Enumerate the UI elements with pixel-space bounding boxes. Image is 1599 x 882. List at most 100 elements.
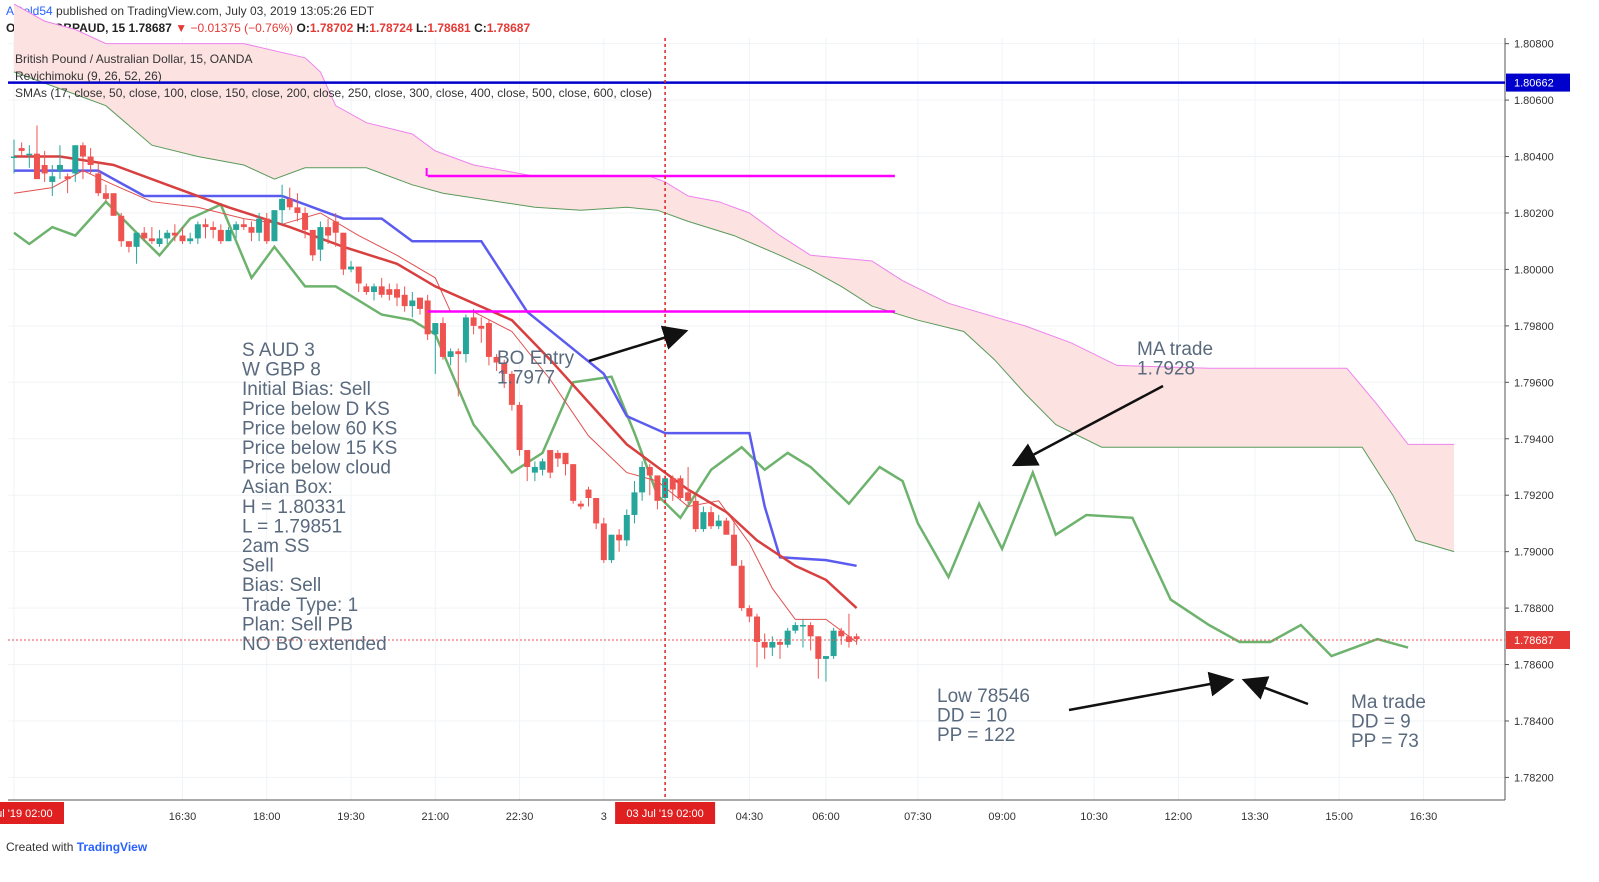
candle-body [600,523,607,561]
price-axis[interactable]: 1.80800 1.80600 1.80400 1.80200 1.80000 1.798… [1505,39,1570,785]
candle-body [439,323,446,357]
candle-body [302,212,309,230]
candle-body [478,325,485,329]
annotation-line: S AUD 3 [242,340,315,361]
candle-body [608,534,615,561]
candle-body [715,520,722,527]
candle-body [110,193,117,216]
candle-body [807,625,814,637]
x-tick-label: 16:30 [1410,811,1438,823]
senkou-b-line [13,71,1455,553]
candle-body [171,232,178,236]
candle-body [761,641,768,648]
x-tick-label: 12:00 [1165,811,1193,823]
footer: Created with TradingView [6,840,147,854]
candle-body [738,565,745,609]
candle-body [554,452,561,459]
candle-body [631,492,638,515]
candle-body [845,636,852,642]
candle-body [133,232,140,247]
candle-body [64,176,71,180]
x-tick-label: 22:30 [506,811,534,823]
y-tick-label: 1.78200 [1514,772,1554,784]
y-tick-label: 1.79600 [1514,377,1554,389]
candle-body [646,466,653,476]
annotation-line: Sell [242,556,274,577]
candle-body [217,229,224,242]
chart-title: British Pound / Australian Dollar, 15, O… [15,52,253,66]
candle-body [777,641,783,645]
candle-body [815,636,822,659]
ichimoku-cloud [13,3,1455,553]
annotation-line: DD = 10 [937,706,1007,727]
candle-body [394,289,400,298]
candle-body [202,224,209,228]
y-tick-label: 1.78800 [1514,603,1554,615]
candle-body [41,165,48,174]
ichimoku-legend[interactable]: Revichimoku (9, 26, 52, 26) [15,69,162,83]
candle-body [279,198,286,211]
candle-body [148,238,155,242]
candle-body [746,608,753,617]
candle-body [26,153,33,156]
candle-body [677,478,684,499]
y-tick-label: 1.80600 [1514,95,1554,107]
annotation-line: Bias: Sell [242,575,321,596]
candle-body [325,227,332,236]
high-label: H: [356,21,370,35]
candle-body [233,224,240,230]
candle-body [708,512,715,527]
x-tick-label: 09:00 [988,811,1016,823]
time-axis[interactable]: 02 Jul '19 02:00 16:30 18:00 19:30 21:00 22:3… [0,802,1437,824]
annotation-line: Ma trade [1351,692,1426,713]
candle-body [470,317,477,326]
candle-body [692,500,699,530]
candle-body [56,165,63,171]
tradingview-logo[interactable]: TradingView [76,840,148,854]
candle-body [332,221,339,233]
candle-body [348,266,355,270]
candle-body [769,641,776,648]
x-tick-label: 07:30 [904,811,932,823]
candle-body [49,176,56,182]
candle-body [485,323,492,357]
candle-body [593,498,600,524]
candle-body [462,317,469,355]
candle-body [669,478,676,490]
y-tick-label: 1.78400 [1514,716,1554,728]
candle-body [639,466,646,493]
high-value: 1.78724 [369,21,413,35]
candle-body [355,266,362,284]
close-value: 1.78687 [486,21,531,35]
annotation-line: Asian Box: [242,477,333,498]
candle-body [309,229,316,256]
x-tick-label: 13:30 [1241,811,1269,823]
candle-body [102,193,109,199]
candle-body [838,630,845,637]
y-tick-label: 1.80000 [1514,264,1554,276]
candle-body [754,616,761,642]
y-tick-label: 1.80200 [1514,208,1554,220]
published-text: published on TradingView.com, July 03, 2… [56,4,375,18]
candle-body [654,475,661,501]
candle-body [156,238,163,245]
sma-legend[interactable]: SMAs (17, close, 50, close, 100, close, … [15,86,653,100]
down-arrow-icon: ▼ [175,21,188,35]
candle-body [539,461,546,470]
annotation-line: BO Entry [497,348,575,369]
candle-body [524,450,531,467]
annotation-line: 1.7977 [497,368,555,389]
x-tick-label: 21:00 [422,811,450,823]
annotation-line: 1.7928 [1137,359,1195,380]
candle-body [210,227,217,230]
candle-body [11,156,17,159]
candle-body [248,227,255,233]
close-label: C: [474,21,487,35]
candle-body [516,404,523,451]
x-tick-label: 04:30 [736,811,764,823]
candle-body [72,145,79,174]
x-tick-highlight [615,802,716,824]
y-tick-label: 1.79200 [1514,490,1554,502]
candle-body [363,286,370,292]
